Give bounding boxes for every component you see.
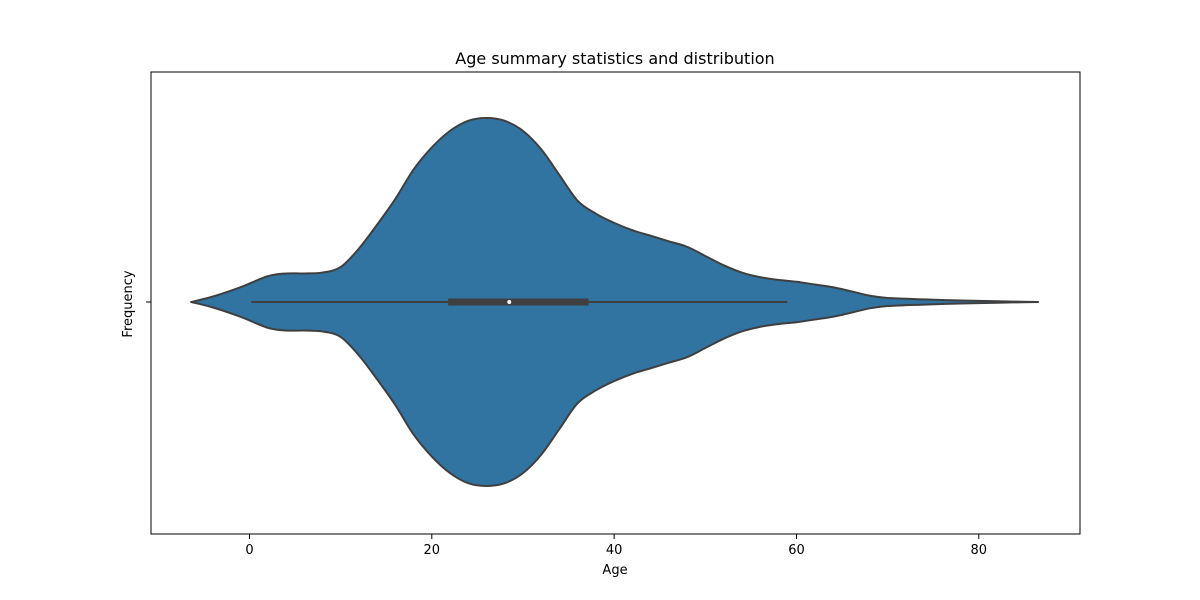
x-tick-label: 40 xyxy=(606,543,623,558)
x-tick-label: 80 xyxy=(971,543,988,558)
median-point xyxy=(507,300,512,304)
axes-frame xyxy=(150,71,1081,535)
y-axis-label: Frequency xyxy=(121,270,136,337)
axes: 0 20 40 60 80 xyxy=(146,71,1081,558)
iqr-box xyxy=(448,298,589,306)
x-axis-label: Age xyxy=(602,563,627,578)
chart-title: Age summary statistics and distribution xyxy=(455,49,774,68)
x-tick-label: 20 xyxy=(424,543,441,558)
x-tick-label: 60 xyxy=(788,543,805,558)
x-tick-label: 0 xyxy=(245,543,253,558)
plot-area xyxy=(190,117,1040,487)
